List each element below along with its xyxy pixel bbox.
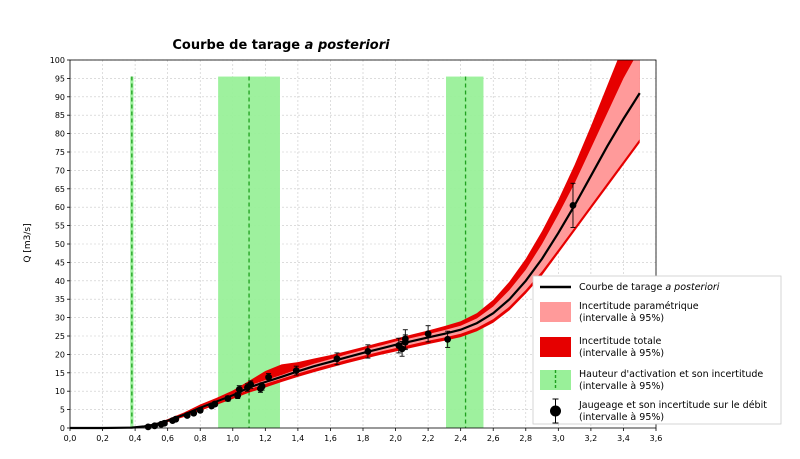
axes: 0,0 0,2 0,4 0,6 0,8 1,0 1,2 1,4 1,6 1,8 2,0 2,2 2,4 2… <box>50 56 663 443</box>
x-tick-label: 1,4 <box>292 434 305 443</box>
y-tick-label: 25 <box>55 332 65 341</box>
x-tick-label: 1,0 <box>226 434 239 443</box>
y-tick-label: 40 <box>55 277 65 286</box>
legend-activation-label-1: Hauteur d'activation et son incertitude <box>579 369 763 380</box>
x-tick-label: 0,8 <box>194 434 207 443</box>
chart-title-italic: a posteriori <box>305 38 391 53</box>
gauging-point <box>211 400 219 408</box>
legend-parametric-swatch <box>540 302 571 322</box>
gauging-point <box>196 406 204 414</box>
legend: Courbe de tarage a posteriori Incertitud… <box>532 275 782 425</box>
gauging-point <box>569 201 577 209</box>
y-tick-label: 35 <box>55 295 65 304</box>
legend-gauging-label-2: (intervalle à 95%) <box>579 412 664 423</box>
gauging-point <box>224 395 232 402</box>
y-tick-label: 15 <box>55 369 65 378</box>
gauging-point <box>444 335 452 343</box>
x-tick-label: 1,8 <box>357 434 370 443</box>
x-tick-label: 2,6 <box>487 434 500 443</box>
gauging-point <box>235 385 243 393</box>
x-tick-label: 0,6 <box>161 434 174 443</box>
activation-band-3 <box>446 76 484 428</box>
y-tick-label: 75 <box>55 148 65 157</box>
x-tick-label: 2,2 <box>422 434 435 443</box>
x-tick-label: 3,4 <box>617 434 630 443</box>
x-tick-label: 3,0 <box>552 434 565 443</box>
y-tick-label: 65 <box>55 185 65 194</box>
legend-activation-label-2: (intervalle à 95%) <box>579 381 664 392</box>
legend-parametric-label-1: Incertitude paramétrique <box>579 301 699 312</box>
x-tick-label: 2,8 <box>519 434 532 443</box>
gauging-point <box>247 381 255 388</box>
gauging-point <box>333 355 341 363</box>
y-tick-label: 100 <box>50 56 65 65</box>
gauging-point <box>424 330 432 338</box>
gauging-point <box>144 423 152 431</box>
y-tick-label: 55 <box>55 222 65 231</box>
y-tick-label: 0 <box>60 424 65 433</box>
x-tick-label: 0,4 <box>129 434 142 443</box>
y-tick-label: 50 <box>55 240 65 249</box>
y-tick-label: 80 <box>55 130 65 139</box>
gauging-point <box>258 383 266 390</box>
legend-total-swatch <box>540 337 571 357</box>
gaugings <box>144 182 577 431</box>
gauging-point <box>190 409 198 417</box>
legend-gauging-marker <box>550 405 561 417</box>
y-tick-label: 95 <box>55 74 65 83</box>
legend-frame <box>532 275 782 425</box>
x-tick-label: 1,2 <box>259 434 272 443</box>
legend-gauging-label-1: Jaugeage et son incertitude sur le débit <box>578 400 767 411</box>
y-tick-label: 90 <box>55 93 65 102</box>
x-tick-label: 2,0 <box>389 434 402 443</box>
gauging-point <box>292 367 300 374</box>
gauging-point <box>183 412 191 419</box>
x-tick-label: 1,6 <box>324 434 337 443</box>
activation-heights <box>130 76 484 428</box>
gauging-point <box>364 348 372 355</box>
x-tick-label: 3,2 <box>585 434 598 443</box>
x-tick-label: 0,2 <box>96 434 109 443</box>
gauging-point <box>161 419 168 427</box>
chart-title: Courbe de tarage a posteriori <box>172 38 390 53</box>
gauging-point <box>234 392 242 400</box>
legend-parametric-label-2: (intervalle à 95%) <box>579 313 664 324</box>
gauging-point <box>172 415 180 423</box>
gauging-point <box>265 373 272 381</box>
legend-total-label-2: (intervalle à 95%) <box>579 348 664 359</box>
x-tick-label: 0,0 <box>64 434 77 443</box>
y-tick-label: 30 <box>55 314 65 323</box>
legend-total-label-1: Incertitude totale <box>579 336 662 347</box>
y-axis-label: Q [m3/s] <box>23 223 33 262</box>
y-tick-label: 85 <box>55 111 65 120</box>
gauging-point <box>398 345 406 353</box>
y-tick-label: 10 <box>55 387 65 396</box>
y-tick-label: 20 <box>55 350 65 359</box>
y-tick-label: 70 <box>55 166 65 175</box>
x-tick-label: 2,4 <box>454 434 467 443</box>
x-tick-label: 3,6 <box>650 434 663 443</box>
gauging-point <box>151 422 159 430</box>
y-tick-label: 45 <box>55 258 65 267</box>
legend-curve-label: Courbe de tarage a posteriori <box>579 282 720 293</box>
y-tick-label: 60 <box>55 203 65 212</box>
gauging-point <box>401 335 409 343</box>
chart-title-main: Courbe de tarage <box>172 38 304 53</box>
y-tick-label: 5 <box>60 406 65 415</box>
